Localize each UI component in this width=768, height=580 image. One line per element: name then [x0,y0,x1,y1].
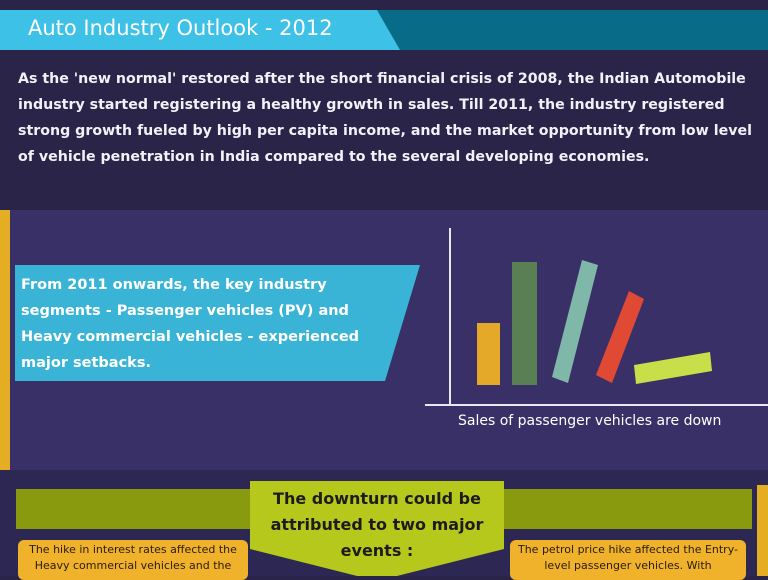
bar-4 [596,291,644,383]
callout-box [15,265,420,381]
petrol-price-event-box: The petrol price hike affected the Entry… [510,540,746,580]
page-title: Auto Industry Outlook - 2012 [28,16,333,40]
downturn-text: The downturn could be attributed to two … [270,489,484,560]
bar-1 [477,323,500,385]
bar-3 [552,260,598,383]
accent-strip-left [0,210,10,470]
chart-caption: Sales of passenger vehicles are down [458,413,722,429]
title-banner [0,10,400,50]
accent-strip-right [757,485,768,576]
interest-rate-event-box: The hike in interest rates affected the … [18,540,248,580]
bar-2 [512,262,537,385]
decline-bar-graphic [425,228,768,406]
intro-text: As the 'new normal' restored after the s… [18,71,752,165]
callout-text: From 2011 onwards, the key industry segm… [21,277,360,371]
bar-5 [634,352,712,384]
